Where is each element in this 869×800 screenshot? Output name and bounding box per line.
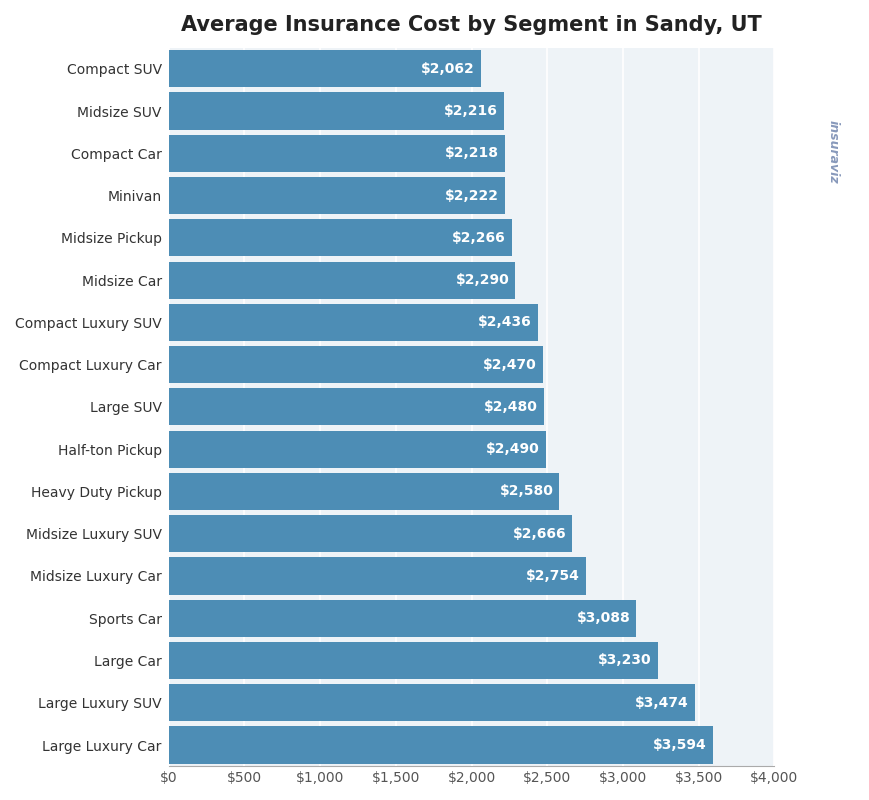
Text: $3,088: $3,088 <box>576 611 629 626</box>
Bar <box>169 600 635 637</box>
Text: $2,580: $2,580 <box>499 485 553 498</box>
Text: $2,490: $2,490 <box>485 442 539 456</box>
Text: $3,594: $3,594 <box>653 738 706 752</box>
Bar <box>169 134 504 172</box>
Bar <box>169 93 504 130</box>
Text: $3,474: $3,474 <box>634 696 688 710</box>
Text: $2,436: $2,436 <box>477 315 531 330</box>
Bar <box>169 473 559 510</box>
Text: $2,216: $2,216 <box>444 104 498 118</box>
Bar <box>169 50 481 87</box>
Bar <box>169 219 511 257</box>
Bar <box>169 304 537 341</box>
Bar <box>169 430 545 468</box>
Text: $2,470: $2,470 <box>482 358 536 372</box>
Bar <box>169 177 505 214</box>
Text: $2,218: $2,218 <box>444 146 498 160</box>
Text: $2,666: $2,666 <box>512 526 566 541</box>
Text: $2,754: $2,754 <box>525 569 579 583</box>
Title: Average Insurance Cost by Segment in Sandy, UT: Average Insurance Cost by Segment in San… <box>181 15 761 35</box>
Bar <box>169 642 657 679</box>
Bar <box>169 262 514 298</box>
Bar <box>169 346 542 383</box>
Text: $2,266: $2,266 <box>452 231 505 245</box>
Bar <box>169 388 544 426</box>
Bar <box>169 726 712 764</box>
Text: $2,290: $2,290 <box>455 273 508 287</box>
Text: $2,222: $2,222 <box>445 189 499 202</box>
Text: $2,062: $2,062 <box>421 62 474 76</box>
Bar <box>169 515 572 552</box>
Bar <box>169 558 585 594</box>
Bar <box>169 684 693 722</box>
Text: $2,480: $2,480 <box>484 400 538 414</box>
Text: $3,230: $3,230 <box>597 654 651 667</box>
Text: insuraviz: insuraviz <box>826 120 839 184</box>
